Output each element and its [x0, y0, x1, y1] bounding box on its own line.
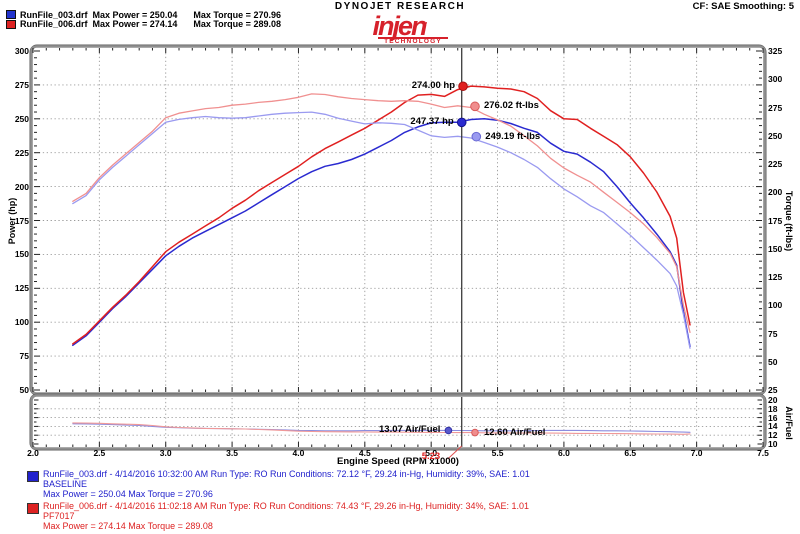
- power-tick-label: 250: [14, 113, 29, 124]
- torque-tick-label: 325: [768, 46, 783, 56]
- run-summary-row-baseline: RunFile_003.drf Max Power = 250.04 Max T…: [6, 10, 281, 20]
- rpm-tick-label: 4.5: [358, 448, 371, 458]
- torque-tick-label: 275: [768, 102, 783, 113]
- rpm-tick-label: 6.0: [557, 448, 570, 458]
- torque-tick-label: 300: [768, 74, 783, 85]
- airfuel-plot-background: [31, 395, 765, 449]
- airfuel-plot-frame-outer: [29, 393, 767, 451]
- power-tick-label: 275: [14, 79, 29, 90]
- run-max-power: Max Power = 250.04: [92, 9, 178, 20]
- callout-dot-power-baseline: [456, 117, 467, 128]
- injen-logo-mark: ’: [425, 20, 428, 31]
- rpm-tick-label: 7.0: [690, 448, 703, 458]
- run-file-name: RunFile_003.drf: [20, 9, 88, 20]
- torque-pf7017-curve: [72, 93, 691, 334]
- run-name: BASELINE: [43, 479, 88, 489]
- run-max-power: Max Power = 274.14: [92, 19, 178, 30]
- torque-tick-label: 225: [768, 159, 783, 169]
- power-tick-label: 150: [14, 249, 29, 260]
- callout-airfuel-baseline: 13.07 Air/Fuel: [379, 424, 441, 436]
- callout-dot-torque-pf7017: [470, 101, 480, 112]
- callout-dot-power-pf7017: [458, 81, 468, 92]
- run-max-line: Max Power = 274.14 Max Torque = 289.08: [43, 521, 213, 531]
- callout-dot-af-baseline: [444, 426, 453, 435]
- correction-smoothing-label: CF: SAE Smoothing: 5: [692, 1, 794, 12]
- power-tick-label: 225: [14, 147, 29, 158]
- callout-max-power-pf7017: 274.00 hp: [411, 80, 456, 92]
- rpm-tick-label: 7.5: [757, 448, 769, 458]
- airfuel-tick-label: 20: [768, 395, 778, 405]
- callout-torque-baseline: 249.19 ft-lbs: [485, 130, 541, 142]
- engine-speed-axis-title: Engine Speed (RPM x1000): [337, 456, 459, 467]
- torque-tick-label: 125: [768, 272, 783, 282]
- cursor-pointer-line: [447, 445, 463, 460]
- run-max-torque: Max Torque = 289.08: [193, 19, 281, 30]
- run-file-name: RunFile_006.drf: [20, 19, 88, 30]
- injen-logo: injen’ TECHNOLOGY: [352, 13, 448, 46]
- airfuel-tick-label: 18: [768, 403, 778, 414]
- run-icon-red: [27, 503, 39, 514]
- rpm-tick-label: 6.5: [624, 448, 637, 458]
- power-tick-label: 50: [19, 385, 29, 395]
- power-pf7017-curve: [72, 85, 691, 345]
- torque-tick-label: 200: [768, 187, 783, 198]
- run-details-pf7017: RunFile_006.drf - 4/14/2016 11:02:18 AM …: [26, 501, 766, 531]
- run-max-torque: Max Torque = 270.96: [193, 9, 281, 20]
- airfuel-tick-label: 10: [768, 439, 778, 449]
- power-tick-label: 75: [19, 351, 29, 362]
- cursor-rpm-readout: 5.23: [421, 451, 441, 462]
- injen-logo-text: injen: [372, 11, 427, 41]
- main-plot-background: [31, 46, 765, 394]
- callout-dot-af-pf7017: [471, 428, 479, 437]
- run-info-line: RunFile_003.drf - 4/14/2016 10:32:00 AM …: [43, 469, 530, 479]
- run-color-swatch-blue: [6, 10, 16, 20]
- power-tick-label: 175: [14, 215, 29, 226]
- torque-tick-label: 75: [768, 328, 778, 339]
- run-info-line: RunFile_006.drf - 4/14/2016 11:02:18 AM …: [43, 501, 530, 511]
- torque-baseline-curve: [72, 111, 691, 349]
- power-baseline-curve: [72, 118, 691, 348]
- rpm-tick-label: 5.0: [425, 448, 438, 458]
- callout-torque-pf7017: 276.02 ft-lbs: [483, 100, 539, 112]
- run-color-swatch-red: [6, 19, 16, 29]
- rpm-tick-label: 2.0: [27, 448, 39, 458]
- power-tick-label: 300: [14, 46, 29, 56]
- rpm-tick-label: 4.0: [292, 448, 305, 458]
- torque-tick-label: 175: [768, 215, 783, 226]
- airfuel-plot-frame: [30, 394, 766, 450]
- power-tick-label: 100: [14, 317, 29, 328]
- page-title: DYNOJET RESEARCH: [334, 1, 466, 12]
- torque-tick-label: 150: [768, 243, 783, 254]
- run-summary-legend: RunFile_003.drf Max Power = 250.04 Max T…: [6, 10, 281, 29]
- torque-tick-label: 250: [768, 130, 783, 141]
- run-max-line: Max Power = 250.04 Max Torque = 270.96: [43, 489, 213, 499]
- airfuel-tick-label: 14: [768, 421, 778, 432]
- power-tick-label: 125: [14, 283, 29, 294]
- callout-airfuel-pf7017: 12.60 Air/Fuel: [483, 426, 546, 438]
- torque-tick-label: 25: [768, 385, 778, 395]
- callout-power-baseline: 247.37 hp: [410, 116, 454, 128]
- torque-tick-label: 50: [768, 356, 778, 367]
- rpm-tick-label: 5.5: [491, 448, 504, 458]
- power-tick-label: 200: [14, 181, 29, 192]
- af-pf7017-curve: [72, 422, 691, 435]
- airfuel-tick-label: 12: [768, 430, 778, 441]
- run-name: PF7017: [43, 511, 75, 521]
- rpm-tick-label: 3.5: [226, 448, 238, 458]
- airfuel-tick-label: 16: [768, 412, 778, 423]
- rpm-tick-label: 3.0: [159, 448, 172, 458]
- callout-dot-torque-baseline: [471, 131, 482, 142]
- run-summary-row-pf7017: RunFile_006.drf Max Power = 274.14 Max T…: [6, 19, 281, 30]
- injen-logo-subtext: TECHNOLOGY: [378, 37, 448, 46]
- torque-tick-label: 100: [768, 300, 783, 311]
- rpm-tick-label: 2.5: [93, 448, 106, 458]
- run-details-baseline: RunFile_003.drf - 4/14/2016 10:32:00 AM …: [26, 469, 766, 499]
- run-icon-blue: [27, 471, 39, 482]
